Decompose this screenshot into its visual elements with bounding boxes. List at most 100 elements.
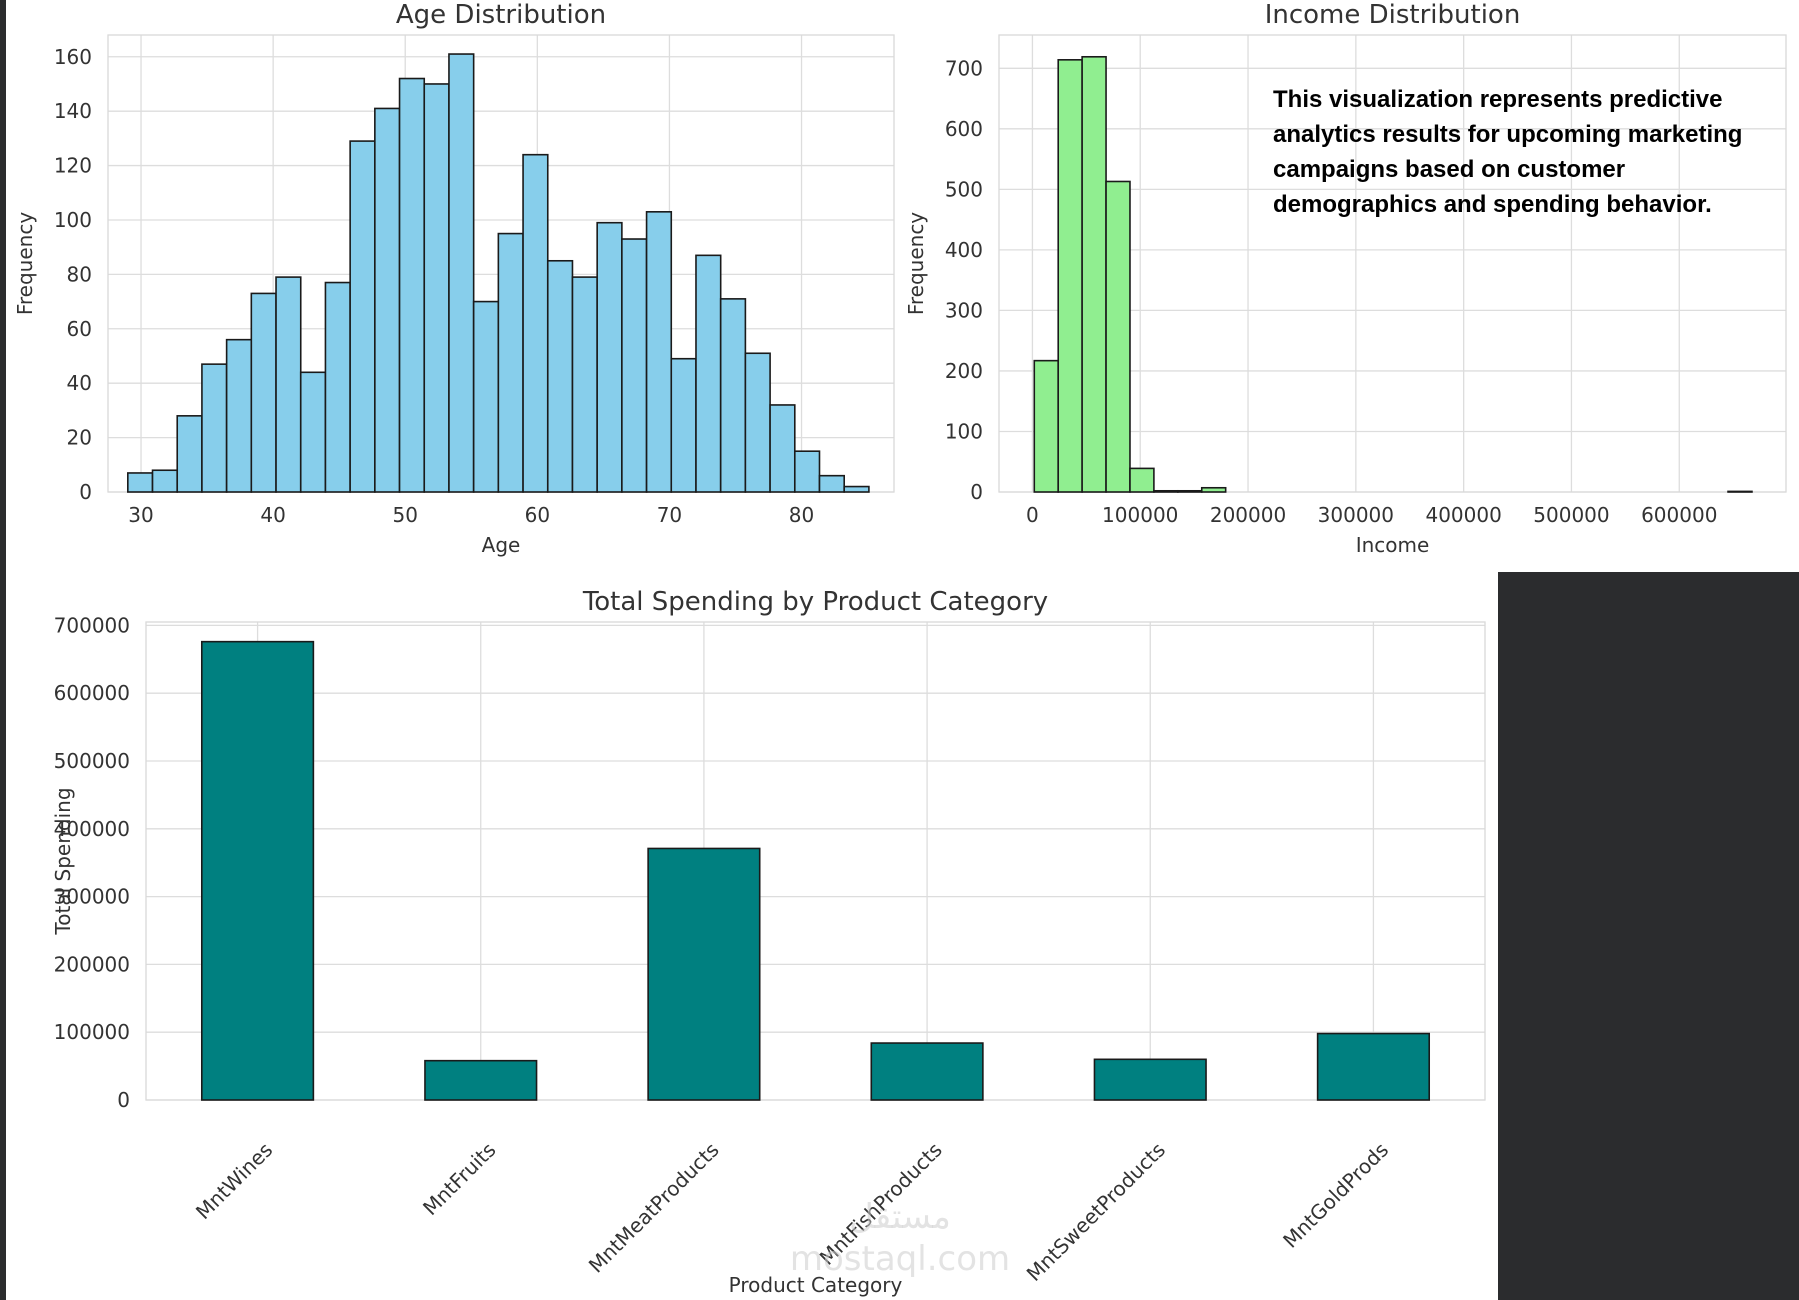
income-chart-title: Income Distribution <box>1265 0 1521 30</box>
income-xtick-label: 100000 <box>1102 503 1178 527</box>
age-bar <box>423 83 450 493</box>
spending-bar <box>870 1042 984 1101</box>
spending-bar <box>1093 1058 1207 1101</box>
income-ytick-label: 100 <box>945 419 983 443</box>
spending-xtick-label: MntFruits <box>418 1138 500 1220</box>
watermark-latin: mostaql.com <box>790 1239 1010 1279</box>
age-bar <box>843 485 870 493</box>
annotation-line: demographics and spending behavior. <box>1273 191 1712 218</box>
spending-bar <box>1316 1032 1431 1101</box>
income-xtick-label: 400000 <box>1425 503 1501 527</box>
income-ytick-label: 500 <box>945 177 983 201</box>
age-bar <box>818 474 845 493</box>
age-ytick-label: 160 <box>54 45 92 69</box>
age-bar <box>621 238 648 493</box>
spending-xtick-label: MntSweetProducts <box>1022 1138 1170 1286</box>
income-bar <box>1177 489 1203 493</box>
age-bar <box>398 77 426 493</box>
age-bar <box>349 140 376 493</box>
age-ytick-label: 40 <box>67 371 92 395</box>
age-xtick-label: 50 <box>393 503 418 527</box>
spending-ytick-label: 400000 <box>54 817 130 841</box>
age-bar <box>793 450 821 493</box>
income-xtick-label: 0 <box>1026 503 1039 527</box>
income-ytick-label: 400 <box>945 238 983 262</box>
spending-bar <box>647 847 761 1101</box>
income-bar <box>1105 180 1131 493</box>
income-bar <box>1153 489 1179 493</box>
age-bar <box>571 276 598 493</box>
watermark-arabic: مستقل <box>849 1197 951 1237</box>
age-bar <box>127 472 154 493</box>
income-bar <box>1129 467 1155 493</box>
age-bar <box>719 298 747 493</box>
age-xtick-label: 30 <box>128 503 153 527</box>
income-bar <box>1033 359 1060 493</box>
spending-x-axis-label: Product Category <box>729 1273 903 1297</box>
income-ytick-label: 0 <box>970 480 983 504</box>
age-xtick-label: 70 <box>657 503 682 527</box>
income-xtick-label: 600000 <box>1641 503 1717 527</box>
age-y-axis-label: Frequency <box>13 212 37 315</box>
age-bar <box>596 221 623 493</box>
spending-ytick-label: 0 <box>117 1088 130 1112</box>
age-ytick-label: 60 <box>67 317 92 341</box>
income-ytick-label: 700 <box>945 56 983 80</box>
annotation-line: campaigns based on customer <box>1273 156 1625 183</box>
age-ytick-label: 140 <box>54 99 92 123</box>
income-xtick-label: 200000 <box>1210 503 1286 527</box>
age-bar <box>250 292 277 493</box>
age-ytick-label: 80 <box>67 262 92 286</box>
age-bar <box>546 259 574 493</box>
age-bar <box>374 107 401 493</box>
age-bar <box>695 254 722 493</box>
age-ytick-label: 100 <box>54 208 92 232</box>
age-x-axis-label: Age <box>482 533 521 557</box>
spending-ytick-label: 200000 <box>54 952 130 976</box>
spending-ytick-label: 700000 <box>54 613 130 637</box>
age-bar <box>275 276 302 493</box>
age-bar <box>151 469 179 493</box>
age-xtick-label: 40 <box>260 503 285 527</box>
spending-bar <box>424 1059 538 1101</box>
income-bar <box>1057 59 1083 493</box>
left-dark-bar <box>0 0 6 1300</box>
income-ytick-label: 600 <box>945 117 983 141</box>
spending-xtick-label: MntGoldProds <box>1278 1138 1393 1253</box>
age-ytick-label: 20 <box>67 426 92 450</box>
age-bar <box>448 53 475 493</box>
income-ytick-label: 300 <box>945 298 983 322</box>
age-xtick-label: 60 <box>525 503 550 527</box>
age-chart-title: Age Distribution <box>396 0 606 30</box>
age-bar <box>324 281 351 493</box>
income-bar <box>1200 486 1227 493</box>
age-bar <box>645 211 673 493</box>
income-xtick-label: 300000 <box>1318 503 1394 527</box>
spending-ytick-label: 500000 <box>54 749 130 773</box>
spending-ytick-label: 600000 <box>54 681 130 705</box>
age-bar <box>744 352 771 493</box>
income-ytick-label: 200 <box>945 359 983 383</box>
age-xtick-label: 80 <box>789 503 814 527</box>
annotation-line: This visualization represents predictive <box>1273 86 1722 113</box>
age-ytick-label: 120 <box>54 154 92 178</box>
annotation-line: analytics results for upcoming marketing <box>1273 121 1742 148</box>
spending-ytick-label: 100000 <box>54 1020 130 1044</box>
spending-xtick-label: MntWines <box>191 1138 277 1224</box>
age-ytick-label: 0 <box>79 480 92 504</box>
spending-chart-title: Total Spending by Product Category <box>582 587 1048 617</box>
age-bar <box>497 232 524 493</box>
dark-panel <box>1498 572 1799 1300</box>
age-bar <box>522 153 549 493</box>
age-bar <box>225 338 253 493</box>
age-bar <box>472 300 500 493</box>
income-bar <box>1081 55 1107 493</box>
age-bar <box>176 415 203 493</box>
spending-y-axis-label: Total Spending <box>51 787 75 935</box>
income-xtick-label: 500000 <box>1533 503 1609 527</box>
income-x-axis-label: Income <box>1356 533 1430 557</box>
income-y-axis-label: Frequency <box>904 212 928 315</box>
spending-xtick-label: MntMeatProducts <box>584 1138 724 1278</box>
age-bar <box>299 371 327 493</box>
